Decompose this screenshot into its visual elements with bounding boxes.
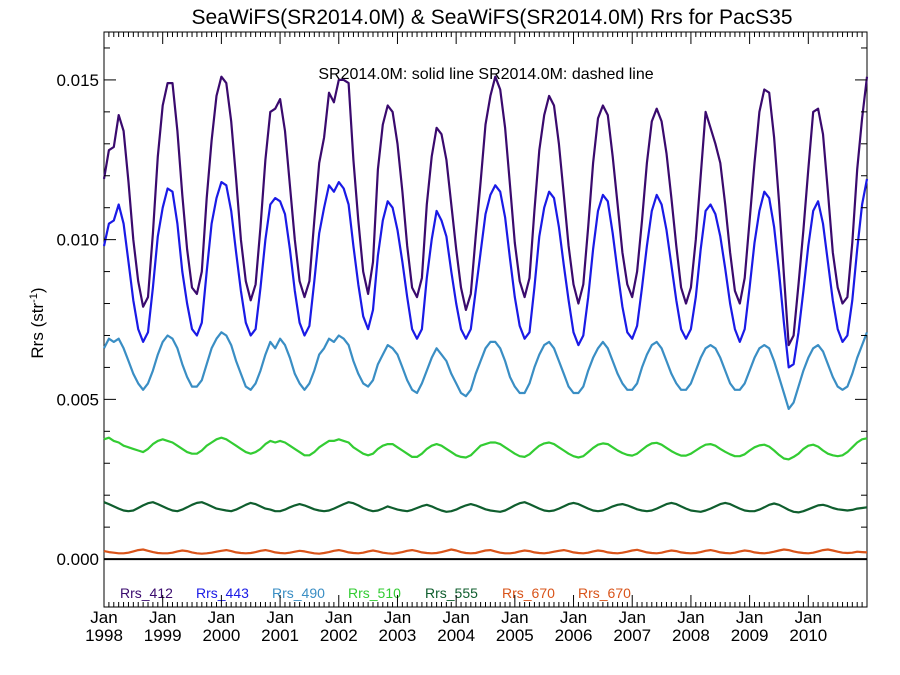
- x-tick-label-year: 2003: [379, 626, 417, 645]
- legend-item-5: Rrs_670: [502, 585, 555, 601]
- x-tick-label-year: 2007: [613, 626, 651, 645]
- x-tick-label-month: Jan: [560, 608, 587, 627]
- x-tick-label-month: Jan: [795, 608, 822, 627]
- x-tick-label-year: 2001: [261, 626, 299, 645]
- legend-item-4: Rrs_555: [425, 585, 478, 601]
- x-tick-label-month: Jan: [266, 608, 293, 627]
- x-tick-label-month: Jan: [149, 608, 176, 627]
- y-axis-label-main: Rrs (str: [28, 303, 47, 359]
- y-axis-label-close: ): [28, 287, 47, 293]
- x-tick-label-year: 2008: [672, 626, 710, 645]
- x-tick-label-year: 2002: [320, 626, 358, 645]
- y-axis-ticks: 0.000 0.005 0.010 0.015: [56, 47, 867, 569]
- x-tick-label-year: 2004: [437, 626, 475, 645]
- x-tick-label-month: Jan: [384, 608, 411, 627]
- x-tick-label-year: 2010: [789, 626, 827, 645]
- x-tick-label-year: 1999: [144, 626, 182, 645]
- series-line-rrs-490-2: [103, 331, 869, 410]
- y-axis-label: Rrs (str-1): [28, 287, 47, 358]
- series-line-rrs-443-1: [102, 178, 869, 369]
- y-tick-label: 0.005: [56, 390, 99, 409]
- legend-item-2: Rrs_490: [272, 585, 325, 601]
- x-tick-label-year: 1998: [85, 626, 123, 645]
- legend-item-6: Rrs_670: [578, 585, 631, 601]
- x-tick-label-month: Jan: [90, 608, 117, 627]
- legend-item-0: Rrs_412: [120, 585, 173, 601]
- series-line-rrs-670-5: [103, 548, 868, 555]
- series-line-rrs-412-0: [102, 75, 869, 347]
- chart-subtitle: SR2014.0M: solid line SR2014.0M: dashed …: [318, 66, 653, 83]
- x-axis-ticks: Jan1998Jan1999Jan2000Jan2001Jan2002Jan20…: [85, 32, 868, 645]
- series-layer: [102, 75, 869, 555]
- x-tick-label-month: Jan: [208, 608, 235, 627]
- legend: Rrs_412 Rrs_443 Rrs_490 Rrs_510 Rrs_555 Rrs_6…: [120, 585, 631, 601]
- y-tick-label: 0.015: [56, 71, 99, 90]
- legend-item-3: Rrs_510: [348, 585, 401, 601]
- x-tick-label-year: 2000: [202, 626, 240, 645]
- chart-title: SeaWiFS(SR2014.0M) & SeaWiFS(SR2014.0M) …: [191, 6, 792, 29]
- y-axis-label-sup: -1: [28, 293, 40, 303]
- series-line-rrs-555-4: [103, 501, 868, 514]
- legend-item-1: Rrs_443: [196, 585, 249, 601]
- x-tick-label-month: Jan: [325, 608, 352, 627]
- x-tick-label-month: Jan: [619, 608, 646, 627]
- series-line-rrs-510-3: [103, 436, 868, 461]
- x-tick-label-month: Jan: [677, 608, 704, 627]
- x-tick-label-year: 2009: [731, 626, 769, 645]
- x-tick-label-month: Jan: [736, 608, 763, 627]
- x-tick-label-month: Jan: [442, 608, 469, 627]
- y-tick-label: 0.010: [56, 231, 99, 250]
- x-tick-label-year: 2006: [555, 626, 593, 645]
- y-tick-label: 0.000: [56, 550, 99, 569]
- x-tick-label-month: Jan: [501, 608, 528, 627]
- x-tick-label-year: 2005: [496, 626, 534, 645]
